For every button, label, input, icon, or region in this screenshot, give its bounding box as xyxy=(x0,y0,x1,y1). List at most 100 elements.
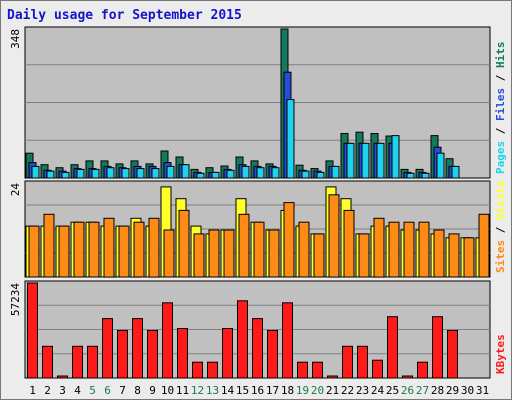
bar-kbytes-day-14 xyxy=(222,328,233,379)
legend-entry: Sites xyxy=(494,240,507,273)
x-tick-label-day-27: 27 xyxy=(416,384,429,397)
bar-sites-day-4 xyxy=(73,221,85,278)
bar-pages-day-8 xyxy=(136,168,145,179)
bar-pages-day-7 xyxy=(121,168,130,179)
x-tick-label-day-28: 28 xyxy=(431,384,444,397)
bar-kbytes-day-19 xyxy=(297,361,308,379)
x-tick-label-day-12: 12 xyxy=(191,384,204,397)
legend-kbytes: KBytes xyxy=(494,334,507,374)
x-tick-label-day-15: 15 xyxy=(236,384,249,397)
bar-pages-day-1 xyxy=(31,165,40,179)
legend-entry: KBytes xyxy=(494,334,507,374)
bar-sites-day-31 xyxy=(478,213,490,278)
bar-kbytes-day-4 xyxy=(72,345,83,379)
chart-title: Daily usage for September 2015 xyxy=(7,8,242,23)
bar-kbytes-day-16 xyxy=(252,318,263,379)
bar-sites-day-27 xyxy=(418,221,430,278)
legend-entry: Pages xyxy=(494,141,507,174)
bar-kbytes-day-13 xyxy=(207,361,218,379)
x-tick-label-day-24: 24 xyxy=(371,384,385,397)
x-tick-label-day-29: 29 xyxy=(446,384,459,397)
bar-kbytes-day-10 xyxy=(162,302,173,379)
x-tick-label-day-6: 6 xyxy=(104,384,111,397)
bar-pages-day-29 xyxy=(451,165,460,179)
bar-sites-day-9 xyxy=(148,217,160,278)
bar-pages-day-6 xyxy=(106,167,115,179)
x-tick-label-day-23: 23 xyxy=(356,384,369,397)
bar-kbytes-day-22 xyxy=(342,345,353,379)
bar-sites-day-19 xyxy=(298,221,310,278)
bar-pages-day-5 xyxy=(91,168,100,179)
legend-visits-sites: Sites / Visits xyxy=(494,180,507,273)
x-tick-label-day-30: 30 xyxy=(461,384,474,397)
bar-pages-day-13 xyxy=(211,171,220,179)
bar-kbytes-day-15 xyxy=(237,300,248,379)
bar-sites-day-1 xyxy=(28,225,40,278)
bar-pages-day-3 xyxy=(61,171,70,179)
bar-pages-day-24 xyxy=(376,142,385,179)
bar-pages-day-27 xyxy=(421,172,430,179)
bar-pages-day-11 xyxy=(181,164,190,179)
bar-pages-day-14 xyxy=(226,169,235,179)
bar-pages-day-12 xyxy=(196,172,205,179)
bar-sites-day-11 xyxy=(178,209,190,278)
x-tick-label-day-10: 10 xyxy=(161,384,174,397)
x-tick-label-day-1: 1 xyxy=(29,384,36,397)
bar-kbytes-day-26 xyxy=(402,375,413,379)
x-tick-label-day-9: 9 xyxy=(149,384,156,397)
bar-pages-day-2 xyxy=(46,170,55,179)
x-tick-label-day-14: 14 xyxy=(221,384,235,397)
bar-sites-day-2 xyxy=(43,213,55,278)
x-tick-label-day-26: 26 xyxy=(401,384,414,397)
bar-kbytes-day-17 xyxy=(267,330,278,379)
bar-pages-day-16 xyxy=(256,167,265,179)
bar-sites-day-24 xyxy=(373,217,385,278)
bar-kbytes-day-29 xyxy=(447,330,458,379)
bar-sites-day-3 xyxy=(58,225,70,278)
bar-sites-day-30 xyxy=(463,237,475,278)
bar-kbytes-day-23 xyxy=(357,345,368,379)
bar-kbytes-day-21 xyxy=(327,375,338,379)
x-tick-label-day-21: 21 xyxy=(326,384,339,397)
bar-sites-day-14 xyxy=(223,229,235,278)
bar-sites-day-29 xyxy=(448,233,460,278)
x-tick-label-day-17: 17 xyxy=(266,384,279,397)
bar-kbytes-day-20 xyxy=(312,361,323,379)
bar-kbytes-day-28 xyxy=(432,316,443,379)
bar-sites-day-12 xyxy=(193,233,205,278)
bar-sites-day-21 xyxy=(328,194,340,278)
legend-entry: Visits xyxy=(494,180,507,220)
legend-entry: / xyxy=(494,121,507,141)
x-tick-label-day-31: 31 xyxy=(476,384,489,397)
bar-sites-day-17 xyxy=(268,229,280,278)
x-tick-label-day-19: 19 xyxy=(296,384,309,397)
bar-sites-day-6 xyxy=(103,217,115,278)
bar-kbytes-day-3 xyxy=(57,375,68,379)
bar-pages-day-10 xyxy=(166,165,175,179)
x-tick-label-day-13: 13 xyxy=(206,384,219,397)
bar-pages-day-15 xyxy=(241,165,250,179)
legend-entry: Hits xyxy=(494,42,507,69)
x-tick-label-day-2: 2 xyxy=(44,384,51,397)
bar-kbytes-day-5 xyxy=(87,345,98,379)
x-tick-label-day-20: 20 xyxy=(311,384,324,397)
bar-sites-day-25 xyxy=(388,221,400,278)
bar-pages-day-19 xyxy=(301,170,310,179)
scale-label-hits-files-pages: 348 xyxy=(9,29,22,49)
bar-kbytes-day-27 xyxy=(417,361,428,379)
x-tick-label-day-22: 22 xyxy=(341,384,354,397)
x-tick-label-day-16: 16 xyxy=(251,384,264,397)
bar-sites-day-20 xyxy=(313,233,325,278)
bar-pages-day-28 xyxy=(436,152,445,179)
legend-entry: Files xyxy=(494,88,507,121)
bar-pages-day-22 xyxy=(346,142,355,179)
bar-sites-day-28 xyxy=(433,229,445,278)
bar-kbytes-day-1 xyxy=(27,282,38,379)
bar-kbytes-day-2 xyxy=(42,345,53,379)
bar-pages-day-17 xyxy=(271,167,280,179)
bar-kbytes-day-7 xyxy=(117,330,128,379)
bar-kbytes-day-8 xyxy=(132,318,143,379)
bar-sites-day-10 xyxy=(163,229,175,278)
